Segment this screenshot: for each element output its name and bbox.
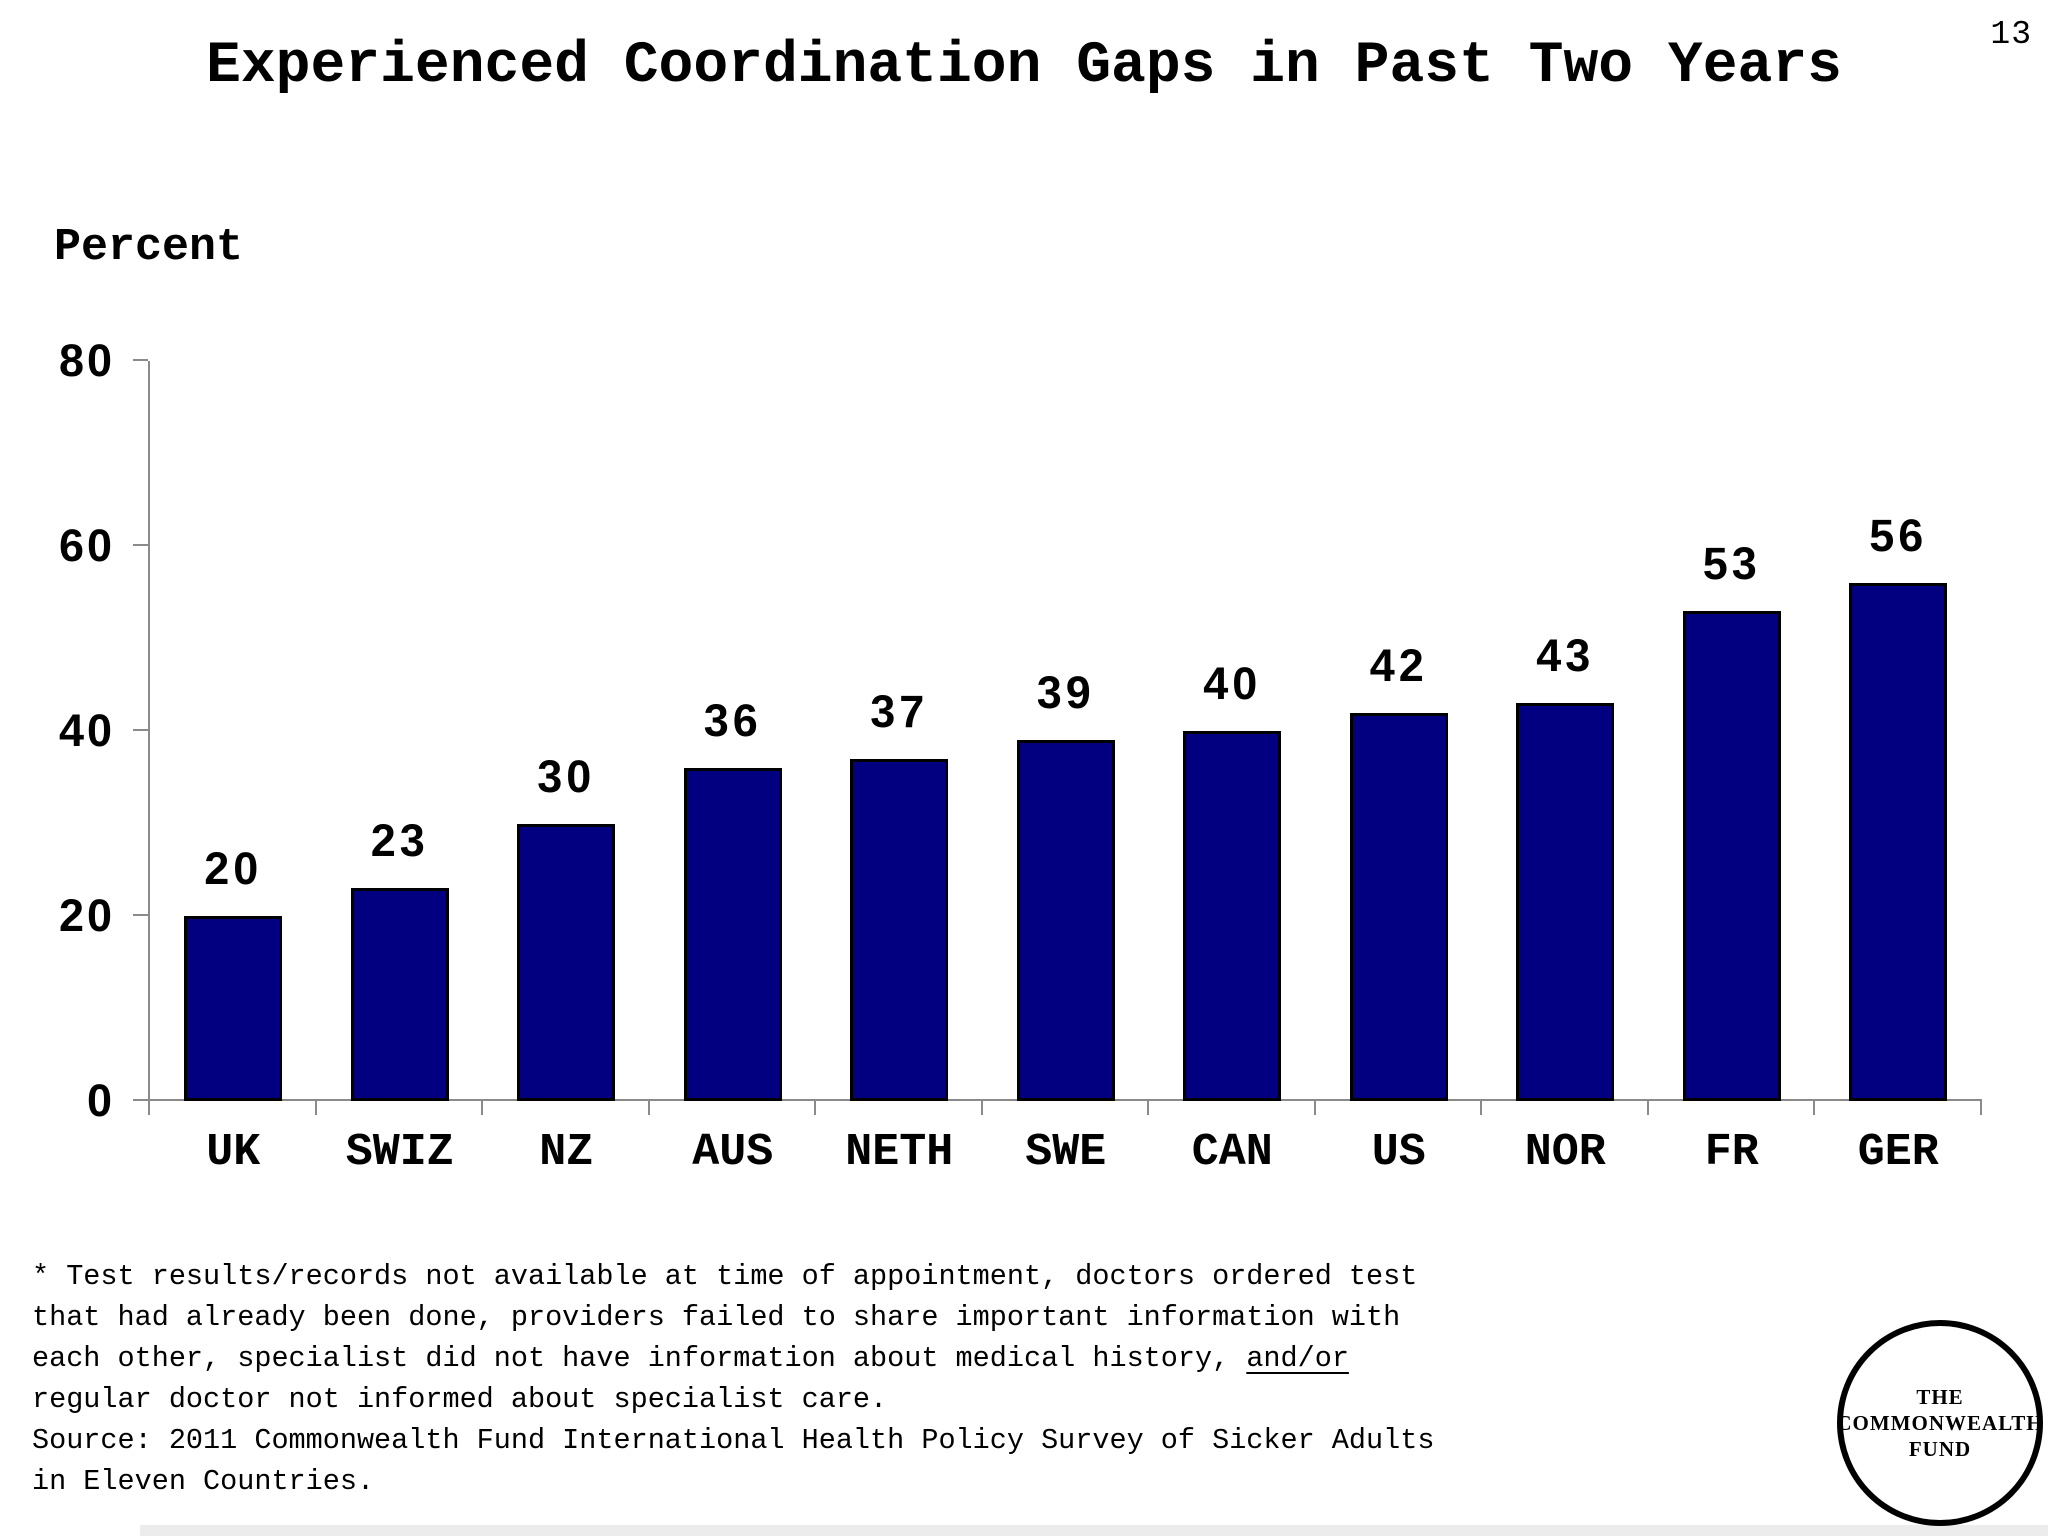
y-axis-tick — [133, 544, 148, 546]
y-axis-tick-label: 80 — [58, 335, 115, 386]
y-axis-tick-label: 60 — [58, 520, 115, 571]
x-axis-tick — [1813, 1101, 1815, 1115]
y-axis-tick — [133, 359, 148, 361]
x-axis-tick — [314, 1101, 317, 1115]
logo-text-line: THE — [1916, 1385, 1964, 1409]
footnote: * Test results/records not available at … — [32, 1256, 1434, 1502]
x-axis-tick — [148, 1101, 150, 1115]
bar-value-label: 39 — [1036, 667, 1095, 719]
bar-value-label: 20 — [204, 843, 263, 894]
bar-value-label: 42 — [1369, 639, 1428, 691]
bar-nor — [1516, 703, 1615, 1101]
x-axis-tick — [1979, 1101, 1982, 1115]
x-axis-category-label: CAN — [1191, 1127, 1273, 1178]
bar-value-label: 53 — [1702, 537, 1761, 589]
bar-value-label: 56 — [1869, 510, 1928, 561]
footnote-line: * Test results/records not available at … — [32, 1256, 1434, 1297]
footnote-text: each other, specialist did not have info… — [32, 1342, 1247, 1375]
x-axis-category-label: GER — [1857, 1127, 1939, 1178]
y-axis-tick — [133, 1099, 148, 1101]
logo-text-line: FUND — [1908, 1437, 1972, 1461]
x-axis-tick — [647, 1101, 650, 1115]
footnote-line: each other, specialist did not have info… — [32, 1338, 1434, 1379]
commonwealth-fund-logo: THE COMMONWEALTH FUND — [1836, 1320, 2044, 1526]
bar-value-label: 23 — [370, 815, 429, 867]
source-text: Source: 2011 Commonwealth Fund Internati… — [32, 1424, 1435, 1457]
bar-fr — [1682, 610, 1781, 1101]
bar-uk — [184, 916, 283, 1101]
x-axis-tick — [1313, 1101, 1316, 1115]
footnote-line: that had already been done, providers fa… — [32, 1297, 1434, 1338]
footnote-text: * Test results/records not available at … — [32, 1260, 1418, 1293]
footnote-text: regular doctor not informed about specia… — [32, 1383, 888, 1416]
y-axis-tick-label: 40 — [58, 705, 115, 756]
y-axis-tick-label: 0 — [86, 1075, 115, 1126]
x-axis-tick — [980, 1101, 983, 1115]
x-axis-category-label: UK — [206, 1127, 261, 1178]
logo-text-line: COMMONWEALTH — [1836, 1411, 2044, 1435]
x-axis-tick — [814, 1101, 816, 1115]
bar-value-label: 37 — [870, 685, 929, 737]
x-axis-tick — [1480, 1101, 1482, 1115]
x-axis-tick — [481, 1101, 483, 1115]
bar-value-label: 36 — [703, 695, 762, 746]
bar-nz — [517, 823, 616, 1101]
bar-neth — [850, 758, 949, 1101]
x-axis-category-label: FR — [1704, 1127, 1759, 1178]
bar-swe — [1016, 740, 1115, 1101]
window-edge-strip — [140, 1525, 2048, 1536]
source-line: Source: 2011 Commonwealth Fund Internati… — [32, 1420, 1434, 1461]
y-axis-tick — [133, 729, 148, 731]
x-axis-tick — [1646, 1101, 1649, 1115]
x-axis-category-label: NETH — [845, 1127, 954, 1178]
bar-ger — [1849, 583, 1948, 1101]
page-number: 13 — [1990, 16, 2032, 53]
x-axis-category-label: SWE — [1025, 1127, 1107, 1178]
x-axis-category-label: NZ — [539, 1127, 594, 1178]
y-axis-line — [148, 361, 150, 1101]
bar-value-label: 30 — [537, 750, 596, 802]
bar-can — [1183, 731, 1282, 1101]
bar-swiz — [350, 888, 449, 1101]
x-axis-category-label: AUS — [692, 1127, 774, 1178]
page-title: Experienced Coordination Gaps in Past Tw… — [206, 34, 1842, 99]
bar-aus — [683, 768, 782, 1101]
x-axis-tick — [1147, 1101, 1149, 1115]
bar-value-label: 40 — [1203, 658, 1262, 709]
source-line: in Eleven Countries. — [32, 1461, 1434, 1502]
bar-us — [1349, 712, 1448, 1101]
y-axis-tick — [133, 914, 148, 916]
x-axis-category-label: SWIZ — [345, 1127, 454, 1178]
footnote-text: that had already been done, providers fa… — [32, 1301, 1401, 1334]
source-text: in Eleven Countries. — [32, 1465, 375, 1498]
footnote-line: regular doctor not informed about specia… — [32, 1379, 1434, 1420]
footnote-underlined-text: and/or — [1246, 1342, 1349, 1375]
bar-value-label: 43 — [1536, 630, 1595, 682]
y-axis-title: Percent — [54, 222, 244, 273]
x-axis-category-label: NOR — [1524, 1127, 1606, 1178]
y-axis-tick-label: 20 — [58, 890, 115, 941]
x-axis-category-label: US — [1371, 1127, 1426, 1178]
